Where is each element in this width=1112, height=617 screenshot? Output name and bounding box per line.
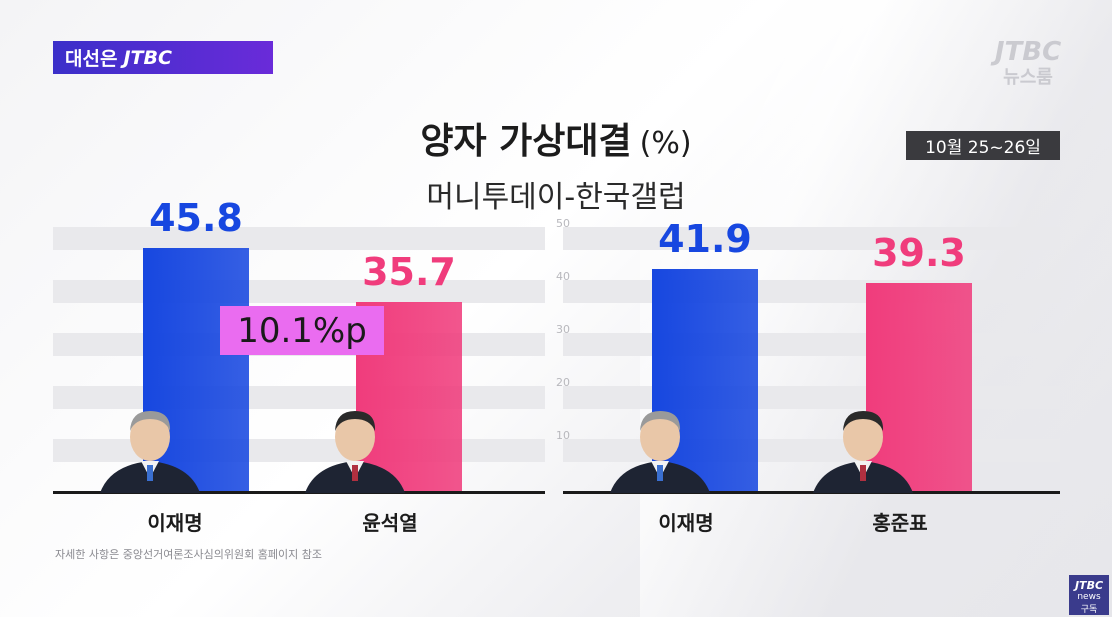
bar-value-label: 35.7: [362, 249, 456, 294]
subscribe-sub: news: [1077, 592, 1101, 602]
jtbc-watermark: JTBC 뉴스룸: [992, 37, 1064, 89]
candidate-name: 홍준표: [872, 511, 928, 535]
y-tick-label: 40: [556, 270, 570, 283]
program-brand-box: 대선은 JTBC: [53, 41, 273, 74]
bar-value-label: 39.3: [872, 230, 966, 275]
watermark-brand: JTBC: [994, 37, 1062, 67]
chart-baseline: [53, 491, 545, 494]
y-tick-label: 20: [556, 376, 570, 389]
candidate-portrait-icon: [813, 411, 913, 493]
gap-annotation: 10.1%p: [220, 306, 384, 355]
chart-title-text: 양자 가상대결: [420, 121, 632, 162]
candidate-name: 이재명: [658, 511, 714, 535]
y-tick-label: 50: [556, 217, 570, 230]
grid-band: [53, 227, 545, 250]
bar-value-label: 45.8: [149, 196, 243, 241]
watermark-sub: 뉴스룸: [1003, 66, 1053, 88]
candidate-name: 윤석열: [362, 511, 418, 535]
subscribe-logo: JTBC: [1074, 579, 1104, 592]
y-tick-label: 30: [556, 323, 570, 336]
date-badge: 10월 25~26일: [906, 131, 1060, 160]
bar-홍준표: [866, 282, 972, 491]
chart-subtitle: 머니투데이-한국갤럽: [426, 180, 686, 215]
jtbc-logo: JTBC: [123, 46, 172, 69]
source-note: 자세한 사항은 중앙선거여론조사심의위원회 홈페이지 참조: [55, 548, 322, 561]
chart-title: 양자 가상대결 (%): [0, 112, 1112, 164]
bar-value-label: 41.9: [658, 216, 752, 261]
candidate-name: 이재명: [147, 511, 203, 535]
grid-band: [563, 333, 1060, 356]
chart-unit: (%): [639, 126, 692, 161]
y-tick-label: 10: [556, 429, 570, 442]
grid-band: [563, 227, 1060, 250]
candidate-portrait-icon: [610, 411, 710, 493]
subscribe-label: 구독: [1080, 605, 1098, 615]
subscribe-button[interactable]: JTBC news 구독: [1069, 575, 1109, 615]
candidate-portrait-icon: [305, 411, 405, 493]
program-label: 대선은: [65, 48, 118, 70]
candidate-portrait-icon: [100, 411, 200, 493]
grid-band: [563, 280, 1060, 303]
chart-baseline: [563, 491, 1060, 494]
